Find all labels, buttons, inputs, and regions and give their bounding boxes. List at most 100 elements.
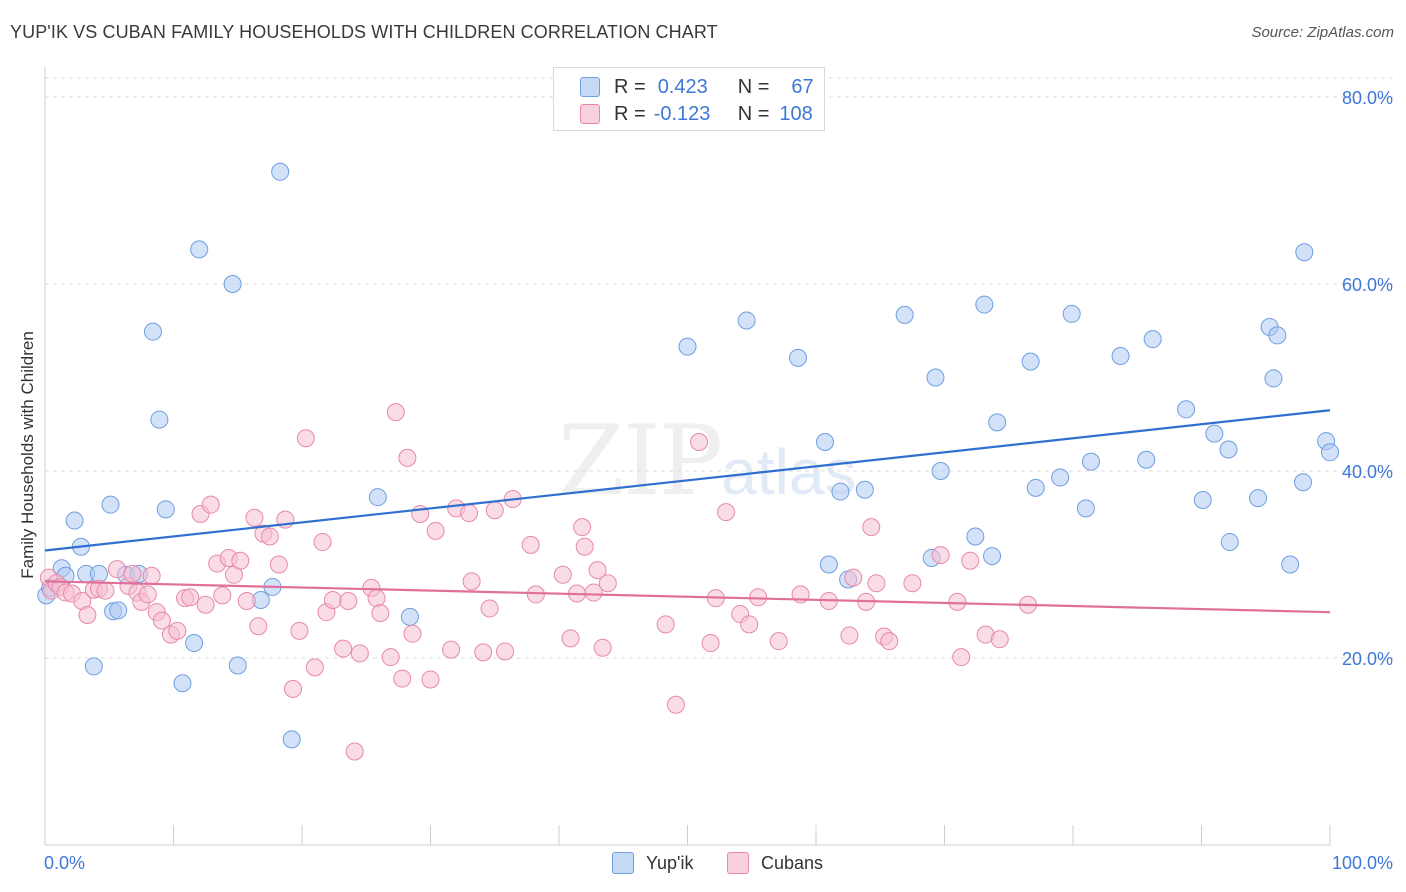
- cubans-point: [398, 448, 417, 467]
- yupik-point: [173, 674, 192, 693]
- points-layer: [37, 162, 1339, 761]
- trend-layer: [44, 409, 1331, 614]
- cubans-point: [990, 630, 1009, 649]
- source-credit: Source: ZipAtlas.com: [1251, 24, 1394, 41]
- legend-item-yupik: Yup'ik: [612, 852, 693, 874]
- cubans-point: [740, 615, 759, 634]
- cubans-point: [769, 632, 788, 651]
- yupik-point: [65, 511, 84, 530]
- cubans-point: [339, 591, 358, 610]
- cubans-point: [123, 564, 142, 583]
- cubans-point: [948, 592, 967, 611]
- cubans-point: [521, 535, 540, 554]
- axis-layer: [44, 67, 1331, 846]
- cubans-point: [526, 585, 545, 604]
- y-tick-label: 40.0%: [1342, 462, 1393, 482]
- yupik-legend-label: Yup'ik: [646, 852, 694, 873]
- label-layer: 20.0% 40.0% 60.0% 80.0% 0.0% 100.0%: [44, 88, 1393, 873]
- yupik-point: [1062, 304, 1081, 323]
- cubans-point: [573, 518, 592, 537]
- yupik-swatch: [580, 77, 600, 97]
- yupik-point: [855, 480, 874, 499]
- cubans-point: [313, 533, 332, 552]
- cubans-point: [701, 634, 720, 653]
- cubans-point: [245, 508, 264, 527]
- r-label: R =: [614, 102, 646, 125]
- cubans-point: [952, 648, 971, 667]
- yupik-trend-line: [44, 409, 1331, 552]
- legend-item-cubans: Cubans: [727, 852, 823, 874]
- yupik-point: [1220, 533, 1239, 552]
- cubans-point: [367, 589, 386, 608]
- yupik-point: [271, 162, 290, 181]
- r-value: -0.123: [653, 102, 711, 125]
- cubans-point: [553, 565, 572, 584]
- cubans-point: [460, 504, 479, 523]
- cubans-point: [152, 611, 171, 630]
- yupik-point: [1026, 478, 1045, 497]
- cubans-point: [213, 586, 232, 605]
- correlation-legend: R = 0.423 N = 67 R = -0.123 N = 108: [553, 67, 825, 131]
- n-value: 108: [779, 102, 813, 125]
- yupik-point: [1081, 452, 1100, 471]
- yupik-point: [895, 305, 914, 324]
- yupik-point: [1193, 490, 1212, 509]
- yupik-point: [831, 482, 850, 501]
- yupik-point: [282, 730, 301, 749]
- cubans-point: [403, 624, 422, 643]
- y-axis-label: Family Households with Children: [18, 331, 37, 579]
- yupik-point: [926, 368, 945, 387]
- yupik-point: [150, 410, 169, 429]
- cubans-point: [717, 503, 736, 522]
- cubans-point: [584, 583, 603, 602]
- cubans-point: [269, 555, 288, 574]
- cubans-point: [474, 643, 493, 662]
- cubans-point: [561, 629, 580, 648]
- cubans-point: [880, 632, 899, 651]
- yupik-point: [1321, 443, 1339, 462]
- cubans-point: [78, 605, 97, 624]
- yupik-point: [983, 547, 1002, 566]
- cubans-point: [931, 546, 950, 565]
- yupik-point: [737, 311, 756, 330]
- cubans-point: [961, 551, 980, 570]
- yupik-point: [1021, 352, 1040, 371]
- cubans-point: [840, 626, 859, 645]
- cubans-trend-line: [44, 580, 1331, 614]
- cubans-point: [107, 560, 126, 579]
- watermark: ZIPatlas: [558, 405, 856, 517]
- cubans-point: [142, 566, 161, 585]
- yupik-point: [815, 433, 834, 452]
- yupik-legend-swatch: [612, 852, 634, 874]
- legend-row-cubans: R = -0.123 N = 108: [580, 102, 813, 126]
- n-label: N =: [737, 75, 770, 98]
- cubans-point: [903, 574, 922, 593]
- cubans-point: [249, 617, 268, 636]
- cubans-point: [371, 604, 390, 623]
- x-tick-label: 100.0%: [1332, 853, 1393, 873]
- cubans-point: [426, 521, 445, 540]
- yupik-point: [1281, 555, 1300, 574]
- cubans-point: [305, 658, 324, 677]
- yupik-point: [228, 656, 247, 675]
- yupik-point: [1294, 473, 1313, 492]
- yupik-point: [1264, 369, 1283, 388]
- yupik-point: [1076, 499, 1095, 518]
- yupik-point: [1268, 326, 1287, 345]
- yupik-point: [966, 527, 985, 546]
- yupik-point: [101, 495, 120, 514]
- cubans-point: [196, 595, 215, 614]
- cubans-point: [690, 433, 709, 452]
- cubans-point: [867, 574, 886, 593]
- yupik-point: [975, 295, 994, 314]
- cubans-point: [168, 621, 187, 640]
- yupik-point: [84, 657, 103, 676]
- cubans-point: [844, 568, 863, 587]
- cubans-point: [496, 642, 515, 661]
- y-tick-label: 60.0%: [1342, 275, 1393, 295]
- cubans-point: [237, 591, 256, 610]
- cubans-point: [575, 537, 594, 556]
- chart-title: YUP'IK VS CUBAN FAMILY HOUSEHOLDS WITH C…: [10, 22, 718, 42]
- cubans-point: [350, 644, 369, 663]
